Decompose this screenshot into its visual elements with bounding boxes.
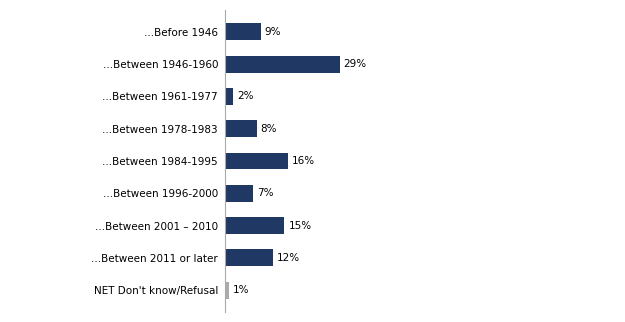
Bar	[225, 217, 284, 234]
Bar	[225, 24, 261, 40]
Bar	[225, 88, 233, 105]
Text: 15%: 15%	[288, 221, 311, 231]
Text: 2%: 2%	[237, 91, 253, 101]
Text: 1%: 1%	[233, 285, 249, 295]
Bar	[225, 185, 253, 202]
Bar	[225, 56, 340, 72]
Bar	[225, 282, 229, 298]
Bar	[225, 250, 272, 266]
Bar	[225, 120, 257, 137]
Text: 12%: 12%	[276, 253, 299, 263]
Text: 9%: 9%	[264, 27, 281, 37]
Text: 29%: 29%	[344, 59, 367, 69]
Text: 7%: 7%	[257, 188, 273, 198]
Text: 16%: 16%	[292, 156, 316, 166]
Text: 8%: 8%	[261, 124, 277, 134]
Bar	[225, 153, 288, 169]
